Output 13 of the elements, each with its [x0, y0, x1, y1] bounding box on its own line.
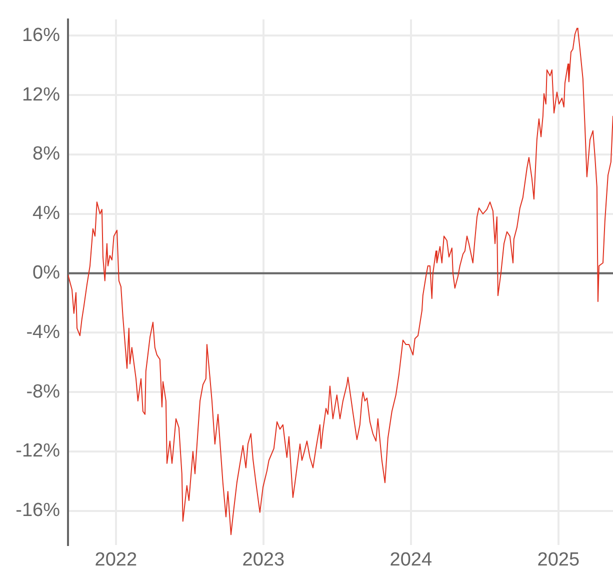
y-tick-label: 12% — [22, 84, 60, 106]
y-tick-label: -8% — [26, 381, 60, 402]
x-tick-label: 2023 — [242, 550, 285, 571]
x-tick-label: 2025 — [537, 550, 580, 571]
y-tick-label: -12% — [16, 440, 60, 462]
y-tick-label: 16% — [22, 24, 60, 46]
y-tick-label: -4% — [26, 322, 60, 343]
y-tick-label: 4% — [32, 203, 60, 224]
x-tick-label: 2022 — [94, 550, 138, 571]
y-tick-label: 0% — [32, 262, 60, 284]
y-tick-label: -16% — [16, 500, 60, 522]
x-tick-label: 2024 — [390, 550, 432, 571]
y-tick-label: 8% — [32, 144, 60, 165]
